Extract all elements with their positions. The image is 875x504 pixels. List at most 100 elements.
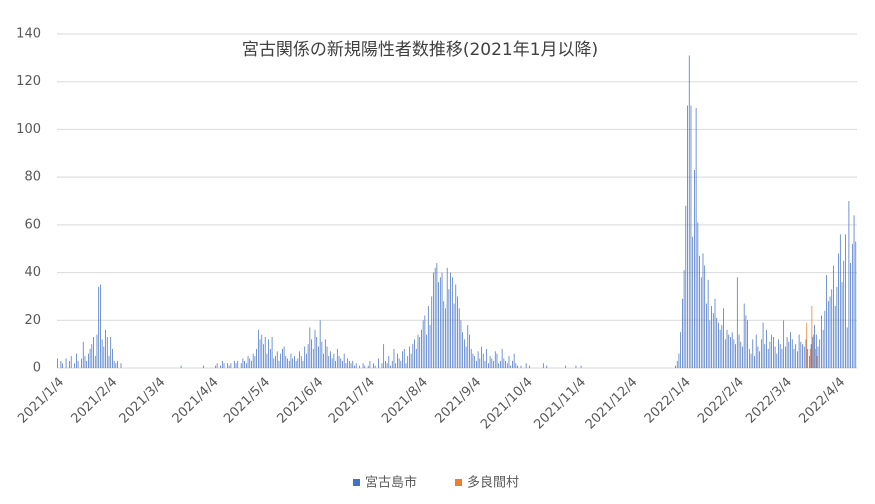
bar [431,296,433,368]
bar [263,344,264,368]
bar [491,358,493,368]
bar [481,346,482,368]
bar [811,305,813,368]
bar [354,365,355,368]
y-tick-label: 140 [16,27,41,42]
bar [446,267,448,368]
bar [460,320,462,368]
bar [814,325,815,368]
bar [676,360,678,368]
bar [230,363,232,368]
bar [285,356,287,368]
bar [806,322,808,368]
bar [422,320,424,368]
bar [512,360,513,368]
bar [797,351,798,368]
y-tick-label: 80 [24,170,41,185]
bar [309,327,311,368]
bar [542,363,544,368]
bar [767,348,769,368]
bar [338,356,340,368]
bar [403,348,405,368]
bar [81,358,82,368]
bar [759,351,761,368]
bar [300,356,302,368]
legend-swatch [353,479,360,486]
bar [96,334,98,368]
bar [448,289,450,368]
bar [333,353,335,368]
bar [343,353,345,368]
bar [251,360,252,368]
bar [748,348,750,368]
bar [850,263,851,368]
bar [287,358,288,368]
bar [60,360,62,368]
bar [740,341,742,368]
bar [513,353,515,368]
bar [486,348,488,368]
bar [294,356,295,368]
bar [74,363,76,368]
bar [75,353,77,368]
bar [726,329,728,368]
bar [846,327,848,368]
bar [829,296,831,368]
bar [295,360,297,368]
bar [836,286,838,368]
bar [848,201,850,368]
bar [318,346,319,368]
bar [472,353,474,368]
bar [501,348,503,368]
bar [374,365,376,368]
bar [359,365,361,368]
bar [517,365,518,368]
bar [57,358,58,368]
bar [271,336,273,368]
bar [803,346,805,368]
bar [833,265,834,368]
bar [697,222,699,368]
bar [707,279,709,368]
bar [841,282,843,368]
bar [683,270,685,368]
bar [290,353,292,368]
bar [383,344,385,368]
bar [254,356,256,368]
bar [853,215,855,368]
bar [463,339,465,368]
bar [65,358,67,368]
bar [470,348,472,368]
bar [465,346,467,368]
bar [750,353,752,368]
bar [688,55,690,368]
bar [414,339,415,368]
bar [826,274,827,368]
bar [388,356,390,368]
bar [101,339,103,368]
bar [443,301,445,368]
bar [813,334,814,368]
bar [324,339,326,368]
bar [409,346,410,368]
bar [700,277,702,368]
bar [680,332,682,368]
bar [70,356,72,368]
bar [721,325,723,368]
bar [385,360,386,368]
bar [728,334,730,368]
bar [769,341,771,368]
bar [474,356,476,368]
bar [815,334,817,368]
bar [709,320,711,368]
bar [809,356,810,368]
bar [745,315,747,368]
bar [843,260,845,368]
bar [685,205,687,368]
bar [706,303,707,368]
bar [112,348,113,368]
bar [714,298,716,368]
bar [503,358,505,368]
bar [508,356,510,368]
bar [433,272,434,368]
